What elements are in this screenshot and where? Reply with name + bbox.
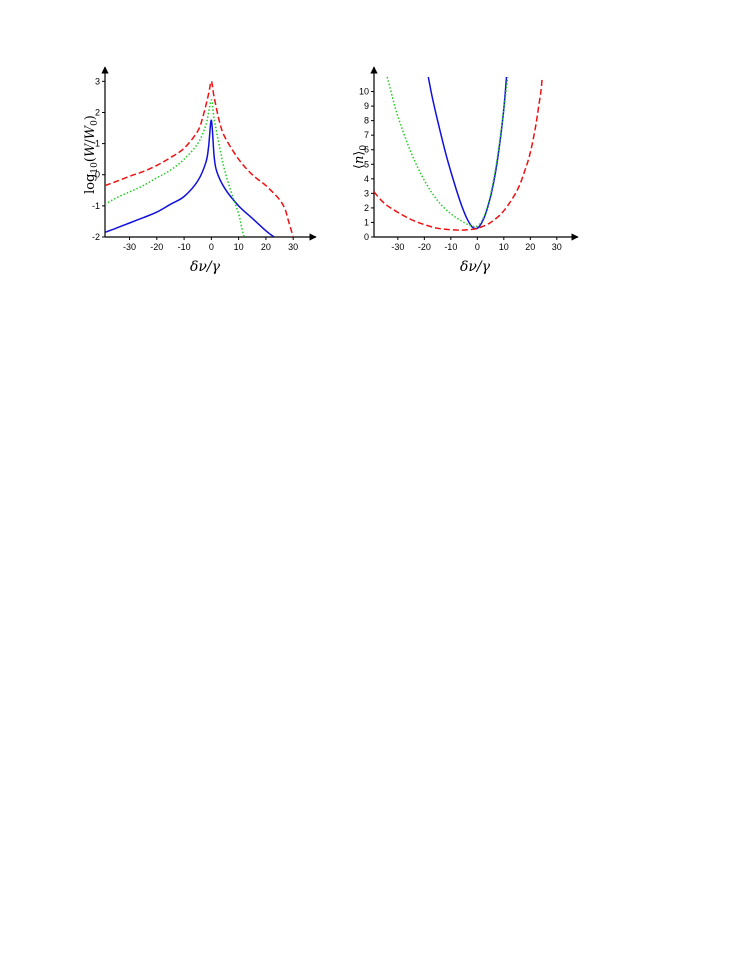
x-tick-label: 0	[209, 242, 214, 252]
y-tick-label: 5	[364, 159, 369, 169]
x-tick-label: -10	[178, 242, 191, 252]
y-tick-label: 1	[364, 217, 369, 227]
y-tick-label: -1	[92, 201, 100, 211]
y-tick-label: 3	[95, 76, 100, 86]
y-tick-label: 7	[364, 130, 369, 140]
y-tick-label: 3	[364, 188, 369, 198]
y-tick-label: 0	[95, 170, 100, 180]
series-dotted-line	[105, 99, 245, 237]
x-axis-label: δν/γ	[460, 259, 491, 275]
x-axis-label: δν/γ	[190, 259, 221, 275]
x-tick-label: 30	[552, 242, 562, 252]
x-tick-label: 0	[475, 242, 480, 252]
series-solid-line	[427, 76, 508, 230]
y-tick-label: 6	[364, 145, 369, 155]
series-solid-line	[105, 119, 275, 237]
y-tick-label: 1	[95, 139, 100, 149]
chart-2: -30 -20 -10 0 10 20 30 0 1 2 3 4 5 6 7 8 9 10 δν/γ ⟨n⟩0	[352, 66, 579, 275]
series-dashed-line	[105, 80, 294, 237]
x-tick-label: -20	[418, 242, 431, 252]
x-tick-label: -30	[123, 242, 136, 252]
y-tick-label: 9	[364, 101, 369, 111]
y-tick-label: -2	[92, 232, 100, 242]
x-tick-label: -20	[150, 242, 163, 252]
y-axis-label: ⟨n⟩0	[352, 145, 369, 170]
x-tick-label: 10	[234, 242, 244, 252]
x-tick-label: -10	[444, 242, 457, 252]
y-tick-label: 4	[364, 174, 369, 184]
y-tick-label: 8	[364, 116, 369, 126]
y-tick-label: 10	[359, 87, 369, 97]
series-dotted-line	[386, 76, 509, 228]
y-tick-label: 2	[95, 107, 100, 117]
x-tick-label: 30	[288, 242, 298, 252]
y-tick-label: 0	[364, 232, 369, 242]
x-tick-label: 20	[261, 242, 271, 252]
x-tick-label: -30	[391, 242, 404, 252]
series-dashed-line	[374, 76, 543, 231]
y-axis-label: log10(W/W0)	[83, 115, 100, 194]
x-tick-label: 20	[525, 242, 535, 252]
y-tick-label: 2	[364, 203, 369, 213]
x-tick-label: 10	[499, 242, 509, 252]
